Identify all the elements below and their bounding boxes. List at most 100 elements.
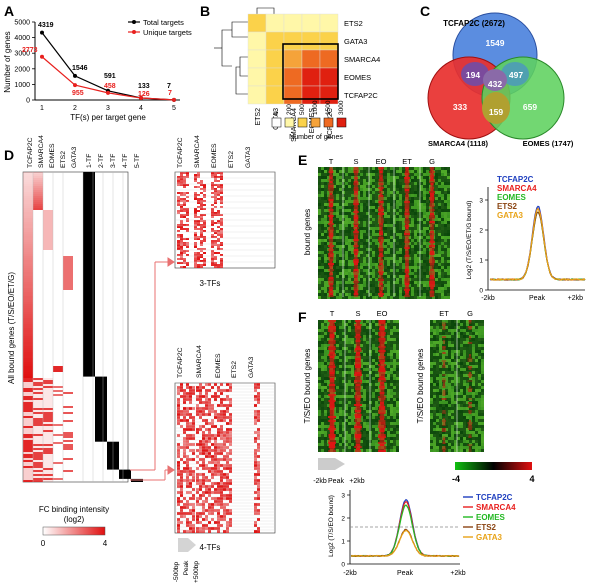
d-4tf-cell: [183, 416, 186, 419]
d-4tf-cell: [183, 515, 186, 518]
d-cell: [23, 388, 33, 390]
d-3tf-cell: [177, 192, 180, 194]
d-cell: [23, 304, 33, 306]
e-peak-band: [429, 233, 435, 235]
d-4tf-cell: [254, 449, 257, 452]
e-legend-item: SMARCA4: [497, 184, 537, 193]
d-3tf-cell: [203, 188, 206, 190]
d-4tf-cell: [208, 485, 211, 488]
d-4tf-cell: [189, 467, 192, 470]
f-peak-band: [355, 338, 361, 340]
d-3tf-cell: [186, 254, 189, 256]
d-4tf-cell: [192, 488, 195, 491]
d-3tf-cell: [177, 236, 180, 238]
d-cell: [33, 422, 43, 424]
d-4tf-cell: [226, 395, 229, 398]
a-x-tick-label: 1: [40, 105, 44, 112]
d-cell: [33, 458, 43, 460]
d-4tf-cell: [254, 452, 257, 455]
d-4tf-cell: [192, 518, 195, 521]
e-peak-band: [329, 221, 333, 223]
d-3tf-cell: [220, 202, 223, 204]
e-peak-band: [379, 243, 383, 245]
d-3tf-cell: [197, 236, 200, 238]
f-peak-band: [329, 344, 335, 346]
d-4tf-cell: [217, 473, 220, 476]
e-legend-item: TCFAP2C: [497, 175, 534, 184]
f-peak-band: [468, 424, 472, 426]
d-4tf-cell: [229, 443, 232, 446]
e-peak-band: [429, 205, 435, 207]
b-cell: [301, 13, 321, 33]
e-x-neg: -2kb: [481, 295, 495, 302]
d-4tf-cell: [226, 509, 229, 512]
f-peak-band: [328, 446, 336, 448]
d-cell: [23, 224, 33, 226]
d-cell: [43, 396, 53, 398]
d-cell: [43, 448, 53, 450]
e-peak-band: [430, 229, 434, 231]
f-peak-band: [329, 360, 335, 362]
d-3tf-cell: [194, 228, 197, 230]
d-cell: [33, 414, 43, 416]
d-4tf-cell: [186, 446, 189, 449]
d-4tf-cell: [199, 488, 202, 491]
d-4tf-cell: [199, 410, 202, 413]
d-4tf-cell: [177, 446, 180, 449]
d-4tf-cell: [229, 404, 232, 407]
d-4tf-cell: [186, 521, 189, 524]
d-cell: [23, 440, 33, 442]
d-4tf-cell: [217, 521, 220, 524]
f-peak-band: [354, 416, 362, 418]
d-4tf-cell: [254, 497, 257, 500]
d-cell: [43, 394, 53, 396]
e-peak-band: [353, 273, 359, 275]
d-3tf-cell: [197, 222, 200, 224]
d-3tf-cell: [200, 206, 203, 208]
e-peak-band: [353, 269, 359, 271]
d-cell: [23, 330, 33, 332]
b-col-dendrogram: [256, 7, 275, 14]
e-peak-band: [405, 223, 409, 225]
d-3tf-cell: [186, 174, 189, 176]
e-peak-band: [354, 173, 358, 175]
f-plot-x-peak: Peak: [397, 570, 413, 577]
a-unique-label: 458: [104, 83, 116, 90]
d-3tf-cell: [200, 254, 203, 256]
d-col-label: 4-TF: [122, 154, 129, 168]
d-3tf-cell: [197, 252, 200, 254]
d-3tf-cell: [211, 220, 214, 222]
d-cell: [23, 410, 33, 412]
e-peak-band: [329, 273, 333, 275]
e-plot-y-label: Log2 (T/S/EO/ET/G bound): [466, 201, 473, 280]
d-cell: [33, 426, 43, 428]
a-point: [40, 30, 44, 35]
f-legend-item: ETS2: [476, 523, 497, 532]
f-peak-band: [442, 340, 446, 342]
f-peak-band: [467, 358, 473, 360]
e-peak-band: [430, 173, 434, 175]
d-cell: [23, 426, 33, 428]
e-peak-band: [354, 195, 358, 197]
f-peak-band: [329, 424, 335, 426]
d-cell: [23, 220, 33, 222]
d-4tf-cell: [223, 446, 226, 449]
d-3tf-cell: [177, 230, 180, 232]
d-3tf-cell: [217, 248, 220, 250]
d-3tf-cell: [214, 264, 217, 266]
d-cell: [23, 204, 33, 206]
f-peak-band: [467, 360, 473, 362]
d-3tf-cell: [180, 172, 183, 174]
e-peak-band: [328, 253, 334, 255]
d-4tf-cell: [214, 461, 217, 464]
e-peak-band: [405, 265, 409, 267]
a-point: [73, 73, 77, 78]
d-3tf-cell: [211, 196, 214, 198]
d-3tf-cell: [180, 266, 183, 268]
d-4tf-cell: [220, 485, 223, 488]
f-peak-band: [329, 412, 335, 414]
d-4tf-cell: [211, 461, 214, 464]
d-cell: [23, 332, 33, 334]
d-4tf-cell: [226, 488, 229, 491]
e-peak-band: [328, 191, 334, 193]
